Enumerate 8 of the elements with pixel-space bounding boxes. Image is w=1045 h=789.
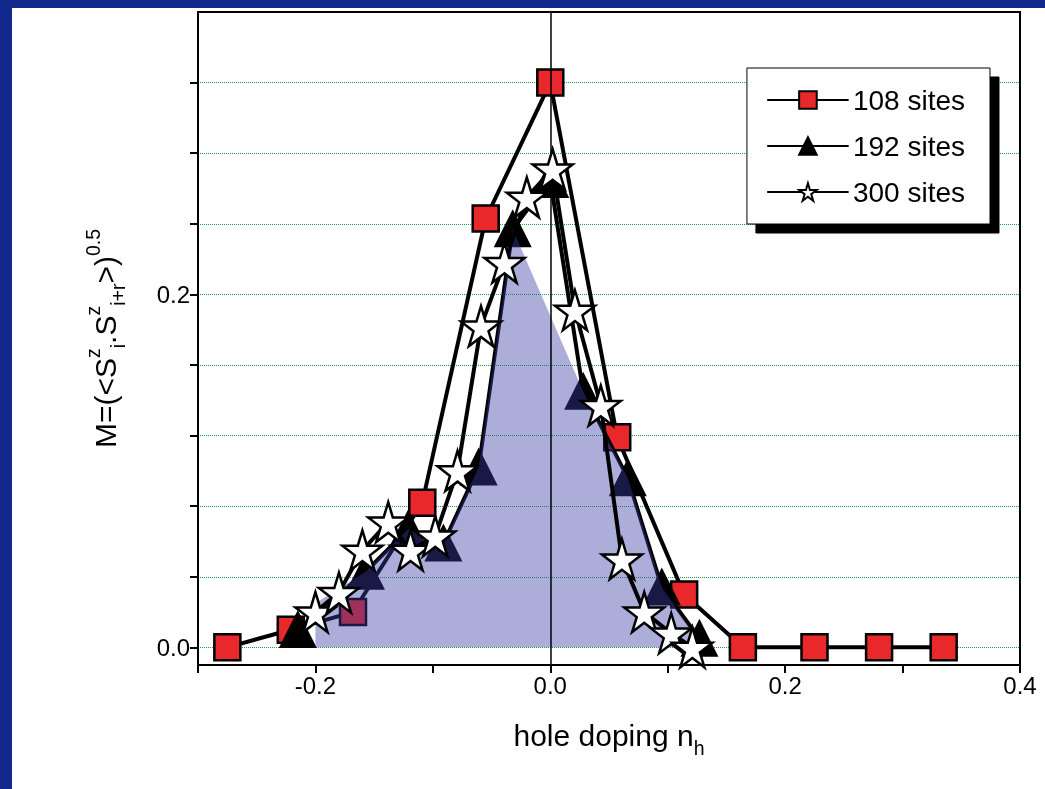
- legend-label: 192 sites: [852, 130, 966, 162]
- x-tick-label: 0.2: [768, 671, 802, 699]
- x-tick-label: 0.0: [533, 671, 567, 699]
- legend-label: 108 sites: [852, 84, 966, 116]
- y-axis-title: M=(<Szi.Szi+r>)0.5: [82, 228, 129, 449]
- x-tick-label: -0.2: [294, 671, 337, 699]
- x-tick-label: 0.4: [1003, 671, 1037, 699]
- legend-label: 300 sites: [852, 176, 966, 208]
